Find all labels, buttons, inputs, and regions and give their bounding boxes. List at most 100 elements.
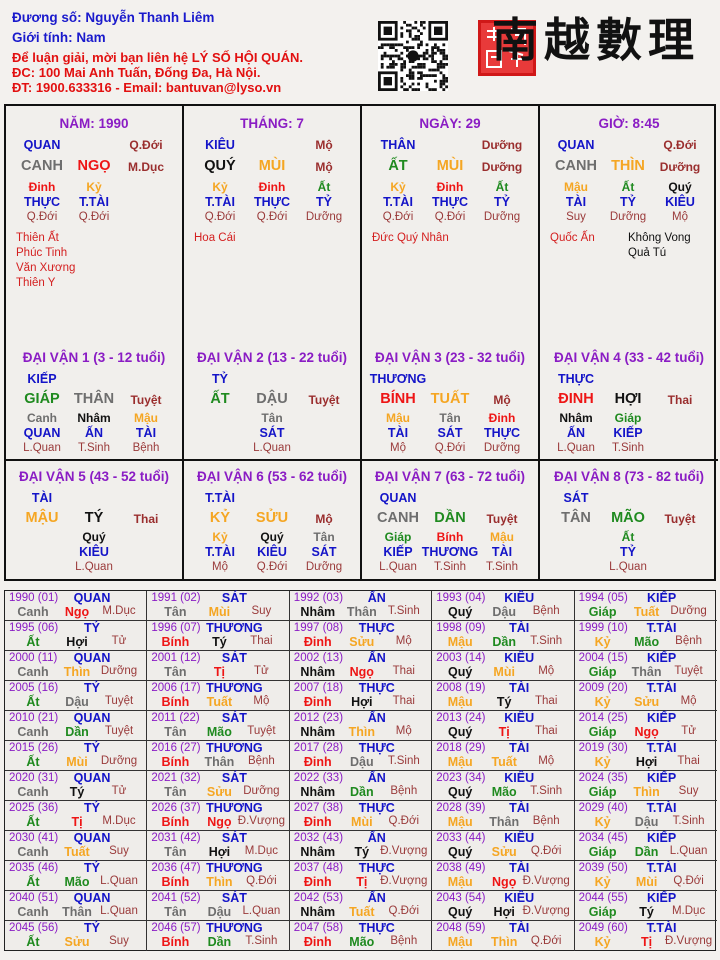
year-cell[interactable]: 1993 (04) KIÊU Quý Dậu Bệnh <box>432 591 575 621</box>
brand-logo-text: 南越數理 <box>492 13 700 67</box>
year-cell[interactable]: 2048 (59) TÀI Mậu Thìn Q.Đới <box>432 921 575 951</box>
star-item: Không Vong <box>628 232 691 244</box>
hidden-life-stage: Dưỡng <box>483 442 521 454</box>
branch-life-stage: Dưỡng <box>659 160 701 174</box>
year-cell[interactable]: 2046 (57) THƯƠNG Bính Dần T.Sinh <box>147 921 290 951</box>
year-stem: Ất <box>26 935 40 949</box>
hidden-ten-god: THỰC <box>23 195 61 209</box>
year-cell[interactable]: 2037 (48) THỰC Đinh Tị Đ.Vượng <box>289 861 433 891</box>
year-stem: Kỷ <box>594 935 611 949</box>
year-cell[interactable]: 2024 (35) KIẾP Giáp Thìn Suy <box>574 771 717 801</box>
dai-van-8: ĐẠI VẬN 8 (73 - 82 tuổi) SÁT TÂN MÃO Tuyệt Ất… <box>540 461 718 580</box>
year-cell[interactable]: 2045 (56) TỶ Ất Sửu Suy <box>5 921 148 951</box>
year-cell[interactable]: 2001 (12) SÁT Tân Tị Tử <box>147 651 290 681</box>
year-cell[interactable]: 2022 (33) ẤN Nhâm Dần Bệnh <box>289 771 433 801</box>
year-ten-god: SÁT <box>221 831 247 845</box>
year-cell[interactable]: 2023 (34) KIÊU Quý Mão T.Sinh <box>432 771 575 801</box>
year-cell[interactable]: 2007 (18) THỰC Đinh Hợi Thai <box>289 681 433 711</box>
year-cell[interactable]: 2016 (27) THƯƠNG Bính Thân Bệnh <box>147 741 290 771</box>
year-cell[interactable]: 2006 (17) THƯƠNG Bính Tuất Mộ <box>147 681 290 711</box>
year-cell[interactable]: 2043 (54) KIÊU Quý Hợi Đ.Vượng <box>432 891 575 921</box>
year-cell[interactable]: 2033 (44) KIÊU Quý Sửu Q.Đới <box>432 831 575 861</box>
year-cell[interactable]: 2005 (16) TỶ Ất Dậu Tuyệt <box>5 681 148 711</box>
year-cell[interactable]: 2015 (26) TỶ Ất Mùi Dưỡng <box>5 741 148 771</box>
year-cell[interactable]: 2041 (52) SÁT Tân Dậu L.Quan <box>147 891 290 921</box>
year-cell[interactable]: 2004 (15) KIẾP Giáp Thân Tuyệt <box>574 651 717 681</box>
year-cell[interactable]: 2044 (55) KIẾP Giáp Tý M.Dục <box>574 891 717 921</box>
hidden-ten-god: THỰC <box>431 195 469 209</box>
year-cell[interactable]: 2036 (47) THƯƠNG Bính Thìn Q.Đới <box>147 861 290 891</box>
year-cell[interactable]: 2008 (19) TÀI Mậu Tý Thai <box>432 681 575 711</box>
year-cell[interactable]: 2034 (45) KIẾP Giáp Dần L.Quan <box>574 831 717 861</box>
year-cell[interactable]: 2010 (21) QUAN Canh Dần Tuyệt <box>5 711 148 741</box>
year-cell[interactable]: 2021 (32) SÁT Tân Sửu Dưỡng <box>147 771 290 801</box>
year-cell[interactable]: 1996 (07) THƯƠNG Bính Tý Thai <box>147 621 290 651</box>
year-cell[interactable]: 2035 (46) TỶ Ất Mão L.Quan <box>5 861 148 891</box>
year-stem: Quý <box>448 845 473 859</box>
branch-life-stage: Mộ <box>315 512 333 526</box>
year-label: 2007 (18) <box>293 682 344 694</box>
year-cell[interactable]: 2003 (14) KIÊU Quý Mùi Mộ <box>432 651 575 681</box>
hidden-ten-god: KIẾP <box>613 426 643 440</box>
year-cell[interactable]: 1990 (01) QUAN Canh Ngọ M.Dục <box>5 591 148 621</box>
year-cell[interactable]: 2038 (49) TÀI Mậu Ngọ Đ.Vượng <box>432 861 575 891</box>
year-stem: Mậu <box>447 695 473 709</box>
year-cell[interactable]: 2000 (11) QUAN Canh Thìn Dưỡng <box>5 651 148 681</box>
year-label: 2036 (47) <box>151 862 201 874</box>
year-cell[interactable]: 2049 (60) T.TÀI Kỷ Tị Đ.Vượng <box>575 921 717 951</box>
year-cell[interactable]: 2032 (43) ẤN Nhâm Tý Đ.Vượng <box>289 831 433 861</box>
year-cell[interactable]: 2019 (30) T.TÀI Kỷ Hợi Thai <box>574 741 717 771</box>
year-cell[interactable]: 1991 (02) SÁT Tân Mùi Suy <box>147 591 290 621</box>
year-ten-god: KIÊU <box>504 891 535 905</box>
year-cell[interactable]: 2009 (20) T.TÀI Kỷ Sửu Mộ <box>574 681 717 711</box>
year-ten-god: TỶ <box>84 681 100 695</box>
hidden-ten-god: SÁT <box>259 426 285 440</box>
stem-life-stage: Dưỡng <box>481 138 523 152</box>
year-cell[interactable]: 2042 (53) ẤN Nhâm Tuất Q.Đới <box>289 891 433 921</box>
year-branch: Dậu <box>634 815 659 829</box>
year-branch: Hợi <box>208 845 231 859</box>
year-cell[interactable]: 2026 (37) THƯƠNG Bính Ngọ Đ.Vượng <box>147 801 290 831</box>
year-cell[interactable]: 1994 (05) KIẾP Giáp Tuất Dưỡng <box>574 591 717 621</box>
year-cell[interactable]: 1992 (03) ẤN Nhâm Thân T.Sinh <box>289 591 433 621</box>
year-cell[interactable]: 2025 (36) TỶ Ất Tị M.Dục <box>5 801 148 831</box>
year-cell[interactable]: 2012 (23) ẤN Nhâm Thìn Mộ <box>289 711 433 741</box>
year-cell[interactable]: 1999 (10) T.TÀI Kỷ Mão Bệnh <box>574 621 717 651</box>
qr-code-icon[interactable] <box>378 20 448 92</box>
year-label: 2027 (38) <box>293 802 344 814</box>
year-cell[interactable]: 2002 (13) ẤN Nhâm Ngọ Thai <box>289 651 433 681</box>
hidden-stem: Quý <box>668 180 692 194</box>
branch-life-stage: Mộ <box>315 160 333 174</box>
year-cell[interactable]: 1997 (08) THỰC Đinh Sửu Mộ <box>289 621 433 651</box>
year-cell[interactable]: 2039 (50) T.TÀI Kỷ Mùi Q.Đới <box>574 861 717 891</box>
year-cell[interactable]: 1995 (06) TỶ Ất Hợi Tử <box>5 621 148 651</box>
year-branch: Thân <box>631 665 662 679</box>
year-cell[interactable]: 1998 (09) TÀI Mậu Dần T.Sinh <box>432 621 575 651</box>
year-cell[interactable]: 2013 (24) KIÊU Quý Tị Thai <box>432 711 575 741</box>
year-cell[interactable]: 2029 (40) T.TÀI Kỷ Dậu T.Sinh <box>574 801 717 831</box>
year-cell[interactable]: 2030 (41) QUAN Canh Tuất Suy <box>5 831 148 861</box>
year-cell[interactable]: 2017 (28) THỰC Đinh Dậu T.Sinh <box>289 741 433 771</box>
year-label: 2038 (49) <box>436 862 486 874</box>
year-cell[interactable]: 2018 (29) TÀI Mậu Tuất Mộ <box>432 741 575 771</box>
year-ten-god: THƯƠNG <box>206 621 263 635</box>
year-ten-god: ẤN <box>367 651 386 665</box>
earthly-branch: HỢI <box>614 391 642 407</box>
year-cell[interactable]: 2047 (58) THỰC Đinh Mão Bệnh <box>290 921 433 951</box>
heavenly-stem: BÍNH <box>380 391 416 407</box>
year-cell[interactable]: 2040 (51) QUAN Canh Thân L.Quan <box>5 891 148 921</box>
year-cell[interactable]: 2011 (22) SÁT Tân Mão Tuyệt <box>147 711 290 741</box>
year-cell[interactable]: 2028 (39) TÀI Mậu Thân Bệnh <box>432 801 575 831</box>
year-cell[interactable]: 2031 (42) SÁT Tân Hợi M.Dục <box>147 831 290 861</box>
year-life-stage: Suy <box>251 605 272 617</box>
year-branch: Dần <box>349 785 374 799</box>
hidden-life-stage: L.Quan <box>253 442 291 454</box>
year-label: 2022 (33) <box>293 772 344 784</box>
year-stem: Đinh <box>303 635 332 649</box>
year-cell[interactable]: 2014 (25) KIẾP Giáp Ngọ Tử <box>574 711 717 741</box>
year-ten-god: SÁT <box>221 651 247 665</box>
year-cell[interactable]: 2020 (31) QUAN Canh Tý Tử <box>5 771 148 801</box>
year-cell[interactable]: 2027 (38) THỰC Đinh Mùi Q.Đới <box>289 801 433 831</box>
year-life-stage: Tuyệt <box>674 665 703 677</box>
year-life-stage: Tuyệt <box>104 725 134 737</box>
